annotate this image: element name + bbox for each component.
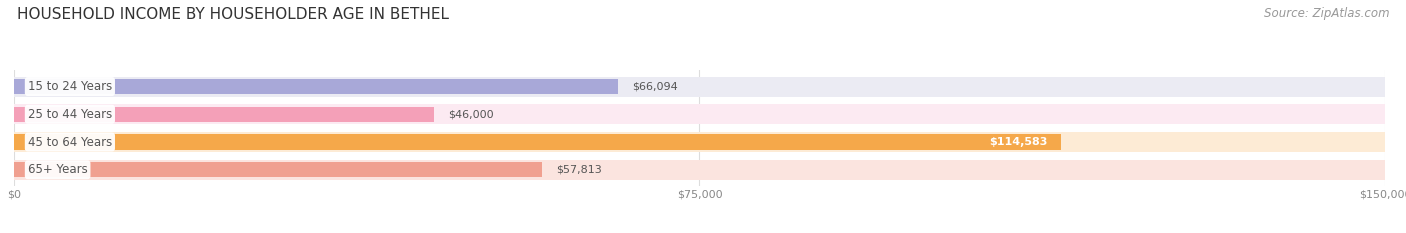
Bar — [14, 162, 543, 177]
Bar — [14, 79, 619, 94]
Text: $46,000: $46,000 — [449, 109, 494, 119]
Text: $57,813: $57,813 — [557, 165, 602, 175]
Bar — [14, 107, 434, 122]
Text: Source: ZipAtlas.com: Source: ZipAtlas.com — [1264, 7, 1389, 20]
Text: $66,094: $66,094 — [631, 82, 678, 92]
Text: $114,583: $114,583 — [990, 137, 1047, 147]
Text: 25 to 44 Years: 25 to 44 Years — [28, 108, 112, 121]
Bar — [14, 77, 1385, 96]
Text: 65+ Years: 65+ Years — [28, 163, 87, 176]
Text: HOUSEHOLD INCOME BY HOUSEHOLDER AGE IN BETHEL: HOUSEHOLD INCOME BY HOUSEHOLDER AGE IN B… — [17, 7, 449, 22]
Bar — [14, 160, 1385, 180]
Text: 15 to 24 Years: 15 to 24 Years — [28, 80, 112, 93]
Bar — [14, 104, 1385, 124]
Text: 45 to 64 Years: 45 to 64 Years — [28, 136, 112, 148]
Bar — [14, 134, 1062, 150]
Bar — [14, 132, 1385, 152]
